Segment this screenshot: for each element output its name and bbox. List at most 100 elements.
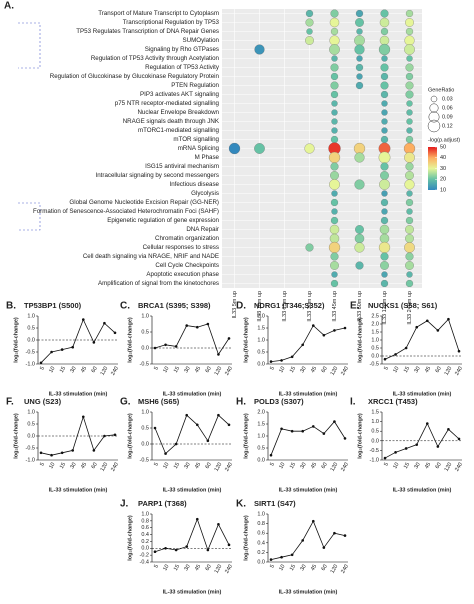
row-label: Amplification of signal from the kinetoc…	[98, 280, 219, 287]
data-point	[280, 427, 283, 431]
dot	[353, 142, 366, 155]
color-legend-label: 50	[440, 144, 446, 150]
y-tick-label: -0.5	[140, 361, 149, 367]
dot	[381, 55, 388, 62]
dot	[330, 9, 339, 18]
data-point	[394, 451, 397, 454]
x-tick-label: 10	[162, 366, 170, 374]
y-tick-label: -1.0	[370, 457, 379, 463]
y-tick-label: 0.6	[141, 525, 149, 531]
dot	[355, 63, 364, 72]
x-tick-label: 60	[205, 366, 213, 374]
x-tick-label: 15	[289, 366, 297, 374]
x-tick-label: 45	[194, 366, 202, 374]
x-tick-label: 5	[39, 366, 46, 372]
dot	[331, 190, 338, 197]
color-legend-label: 30	[440, 166, 446, 172]
dot	[329, 233, 340, 244]
row-label: Nuclear Envelope Breakdown	[137, 109, 219, 116]
dot	[330, 135, 339, 144]
data-point	[269, 360, 273, 363]
dot	[380, 27, 389, 36]
data-point	[185, 413, 189, 417]
x-tick-label: 30	[413, 462, 421, 470]
data-point	[311, 519, 315, 523]
x-tick-label: 5	[153, 366, 160, 372]
y-tick-label: 0.8	[141, 518, 149, 524]
x-tick-label: 15	[403, 462, 411, 470]
dot	[380, 171, 389, 180]
dot	[404, 44, 415, 55]
panel-title: SIRT1 (S47)	[254, 499, 296, 508]
dot	[405, 279, 414, 288]
size-legend-key	[430, 95, 438, 103]
x-tick-label: 120	[444, 366, 454, 377]
dot	[406, 127, 413, 134]
y-tick-label: 1.0	[27, 313, 35, 319]
data-point	[227, 543, 231, 547]
dot	[356, 28, 363, 35]
panel-label: F.	[6, 397, 14, 408]
data-point	[322, 432, 326, 435]
dot	[354, 152, 365, 163]
row-label: DNA Repair	[186, 226, 219, 233]
x-tick-label: 10	[392, 462, 400, 470]
x-tick-label: 60	[91, 366, 99, 374]
dot	[329, 224, 340, 235]
data-point	[436, 329, 440, 332]
data-point	[227, 423, 231, 427]
y-tick-label: 0.6	[257, 531, 265, 537]
dot	[330, 198, 339, 207]
x-tick-label: 240	[340, 564, 350, 575]
dot	[380, 216, 389, 225]
data-point	[290, 553, 294, 557]
x-tick-label: 5	[269, 366, 276, 372]
data-line	[40, 415, 116, 456]
dot	[330, 63, 339, 72]
dot	[380, 252, 389, 261]
data-point	[447, 317, 450, 321]
y-tick-label: 1.0	[371, 337, 379, 343]
x-tick-label: 240	[454, 366, 464, 377]
y-tick-label: -0.5	[26, 349, 35, 355]
dot	[306, 28, 313, 35]
data-line	[154, 414, 230, 455]
row-label: Intracellular signaling by second messen…	[96, 172, 219, 179]
data-point	[383, 357, 387, 361]
data-point	[174, 548, 178, 552]
dot	[329, 179, 340, 190]
dot	[405, 135, 414, 144]
dot	[380, 63, 389, 72]
x-axis-label: IL-33 stimulation (min)	[393, 391, 452, 397]
data-point	[50, 350, 53, 354]
y-tick-label: 0.0	[141, 345, 149, 351]
dot	[330, 261, 339, 270]
x-tick-label: 15	[403, 366, 411, 374]
dot	[378, 43, 391, 56]
x-axis-label: IL-33 stimulation (min)	[49, 487, 108, 493]
data-point	[81, 318, 85, 321]
data-point	[436, 445, 440, 448]
column-label: IL33 120m up	[382, 291, 388, 325]
panel-label: B.	[6, 301, 16, 312]
y-tick-label: 0.2	[141, 539, 149, 545]
x-tick-label: 45	[310, 564, 318, 572]
column-label: IL33 45m up	[332, 291, 338, 322]
x-tick-label: 30	[183, 462, 191, 470]
row-label: TP53 Regulates Transcription of DNA Repa…	[76, 28, 219, 35]
color-legend-label: 40	[440, 155, 446, 161]
dot	[406, 109, 413, 116]
data-line	[154, 517, 230, 553]
x-tick-label: 120	[330, 462, 340, 473]
row-label: mTOR signalling	[173, 136, 219, 143]
dot	[406, 55, 413, 62]
row-label: Transport of Mature Transcript to Cytopl…	[98, 10, 219, 17]
dot	[378, 151, 391, 164]
y-tick-label: 1.5	[257, 325, 265, 331]
y-tick-label: 0.5	[141, 425, 149, 431]
y-tick-label: 2.0	[257, 313, 265, 319]
dot	[381, 208, 388, 215]
x-tick-label: 120	[330, 564, 340, 575]
x-tick-label: 120	[330, 366, 340, 377]
dot	[405, 162, 414, 171]
